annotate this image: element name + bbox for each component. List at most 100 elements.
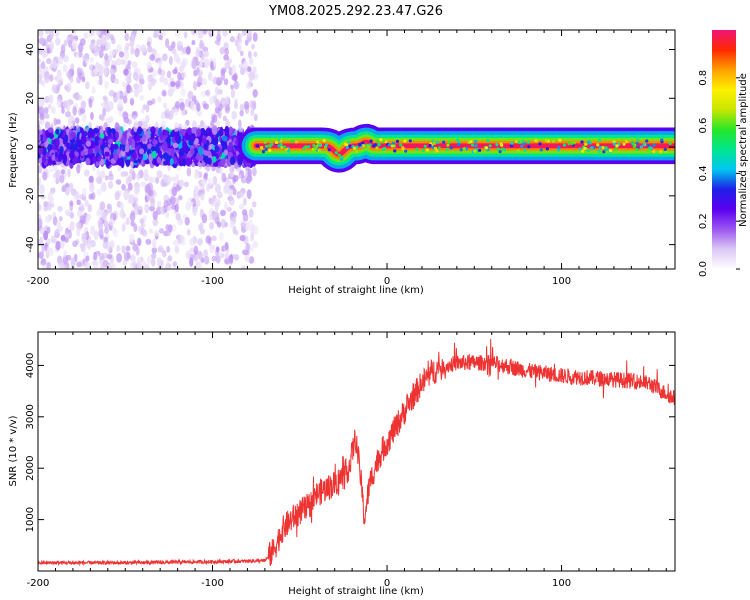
spectrogram-noise-cell [38,120,41,126]
spectrogram-signal-speckle [557,145,561,149]
spectrogram-noise-cell [132,114,137,121]
spectrogram-noise-cell [140,181,147,188]
spectrogram-noise-cell [95,30,101,36]
spectrogram-noise-cell [224,257,231,265]
spectrogram-noise-cell [152,69,158,78]
spectrogram-noise-cell [163,160,168,166]
spectrogram-signal-speckle [358,142,362,147]
spectrogram-noise-cell [226,179,232,187]
spectrogram-noise-cell [65,187,70,196]
spectrogram-signal-speckle [264,144,269,148]
spectrogram-noise-cell [79,193,86,200]
spectrogram-noise-cell [169,88,174,95]
spectrogram-noise-cell [72,240,78,248]
spectrogram-noise-cell [121,224,126,233]
spectrogram-noise-cell [225,97,230,105]
spectrogram-ytick-label: -20 [25,188,36,204]
spectrogram-noise-cell [80,150,85,157]
spectrogram-noise-cell [193,193,200,200]
spectrogram-noise-cell [99,133,105,139]
spectrogram-noise-cell [113,78,120,85]
spectrogram-noise-cell [170,176,176,182]
spectrogram-signal-speckle [353,146,357,150]
spectrogram-noise-cell [209,221,214,230]
spectrogram-noise-cell [65,82,72,93]
spectrogram-noise-cell [195,60,200,66]
spectrogram-noise-cell [225,104,231,112]
spectrogram-noise-cell [234,101,238,109]
spectrogram-noise-cell [74,191,80,200]
spectrogram-noise-cell [252,240,259,249]
spectrogram-noise-cell [125,245,131,252]
spectrogram-noise-cell [242,60,249,68]
spectrogram-noise-cell [67,69,72,80]
spectrogram-noise-cell [195,199,201,207]
spectrogram-signal-speckle [455,138,459,142]
spectrogram-noise-cell [193,171,200,180]
spectrogram-noise-cell [240,221,247,229]
spectrogram-noise-cell [165,38,170,49]
spectrogram-noise-cell [110,75,115,82]
spectrogram-signal-speckle [403,139,407,143]
spectrogram-xtick-label: 100 [552,276,571,287]
spectrogram-signal-speckle [516,149,520,153]
spectrogram-noise-cell [147,143,152,149]
spectrogram-signal-speckle [639,145,644,149]
spectrogram-noise-cell [84,199,89,207]
spectrogram-noise-cell [156,200,162,208]
spectrogram-noise-cell [99,201,106,211]
spectrogram-noise-cell [238,126,244,133]
spectrogram-noise-cell [130,253,136,263]
spectrogram-noise-cell [115,130,119,140]
spectrogram-noise-cell [149,54,155,61]
spectrogram-signal-speckle [390,144,394,148]
spectrogram-noise-cell [48,133,55,140]
spectrogram-signal-speckle [307,145,311,149]
spectrogram-noise-cell [123,50,130,60]
spectrogram-noise-cell [48,94,54,104]
spectrogram-noise-cell [111,226,117,234]
spectrogram-noise-cell [148,189,154,197]
spectrogram-noise-cell [151,157,157,165]
spectrogram-xlabel: Height of straight line (km) [288,285,424,296]
spectrogram-signal-speckle [545,147,549,151]
spectrogram-noise-cell [181,71,187,78]
spectrogram-noise-cell [253,113,258,122]
spectrogram-noise-cell [252,32,258,42]
spectrogram-noise-cell [190,100,195,111]
spectrogram-noise-cell [84,261,89,269]
spectrogram-signal-speckle [327,148,331,152]
spectrogram-noise-cell [222,115,227,122]
spectrogram-noise-cell [230,88,235,99]
spectrogram-ylabel: Frequency (Hz) [8,112,19,188]
spectrogram-noise-cell [158,228,165,234]
spectrogram-noise-cell [135,246,140,256]
spectrogram-noise-cell [241,264,246,269]
spectrogram-noise-cell [220,140,226,149]
spectrogram-noise-cell [157,245,164,253]
spectrogram-noise-cell [182,140,188,150]
spectrogram-noise-cell [248,208,254,218]
spectrogram-noise-cell [129,98,135,106]
spectrogram-noise-cell [205,163,211,172]
spectrogram-noise-cell [126,84,131,94]
spectrogram-noise-cell [44,215,51,224]
spectrogram-noise-cell [235,138,239,146]
spectrogram-noise-cell [243,101,250,110]
spectrogram-noise-cell [89,183,95,193]
spectrogram-noise-cell [125,217,130,226]
spectrogram-noise-cell [211,125,218,136]
spectrogram-noise-cell [220,67,227,74]
spectrogram-noise-cell [55,128,60,135]
spectrogram-signal-speckle [261,150,266,154]
spectrogram-noise-cell [173,122,180,128]
spectrogram-noise-cell [138,73,144,84]
spectrogram-signal-speckle [263,140,267,144]
spectrogram-noise-cell [111,263,116,269]
spectrogram-noise-cell [179,129,185,136]
spectrogram-noise-cell [107,205,113,214]
spectrogram-noise-cell [56,220,61,229]
spectrogram-noise-cell [203,154,209,163]
spectrogram-noise-cell [186,167,192,177]
spectrogram-noise-cell [179,148,185,157]
